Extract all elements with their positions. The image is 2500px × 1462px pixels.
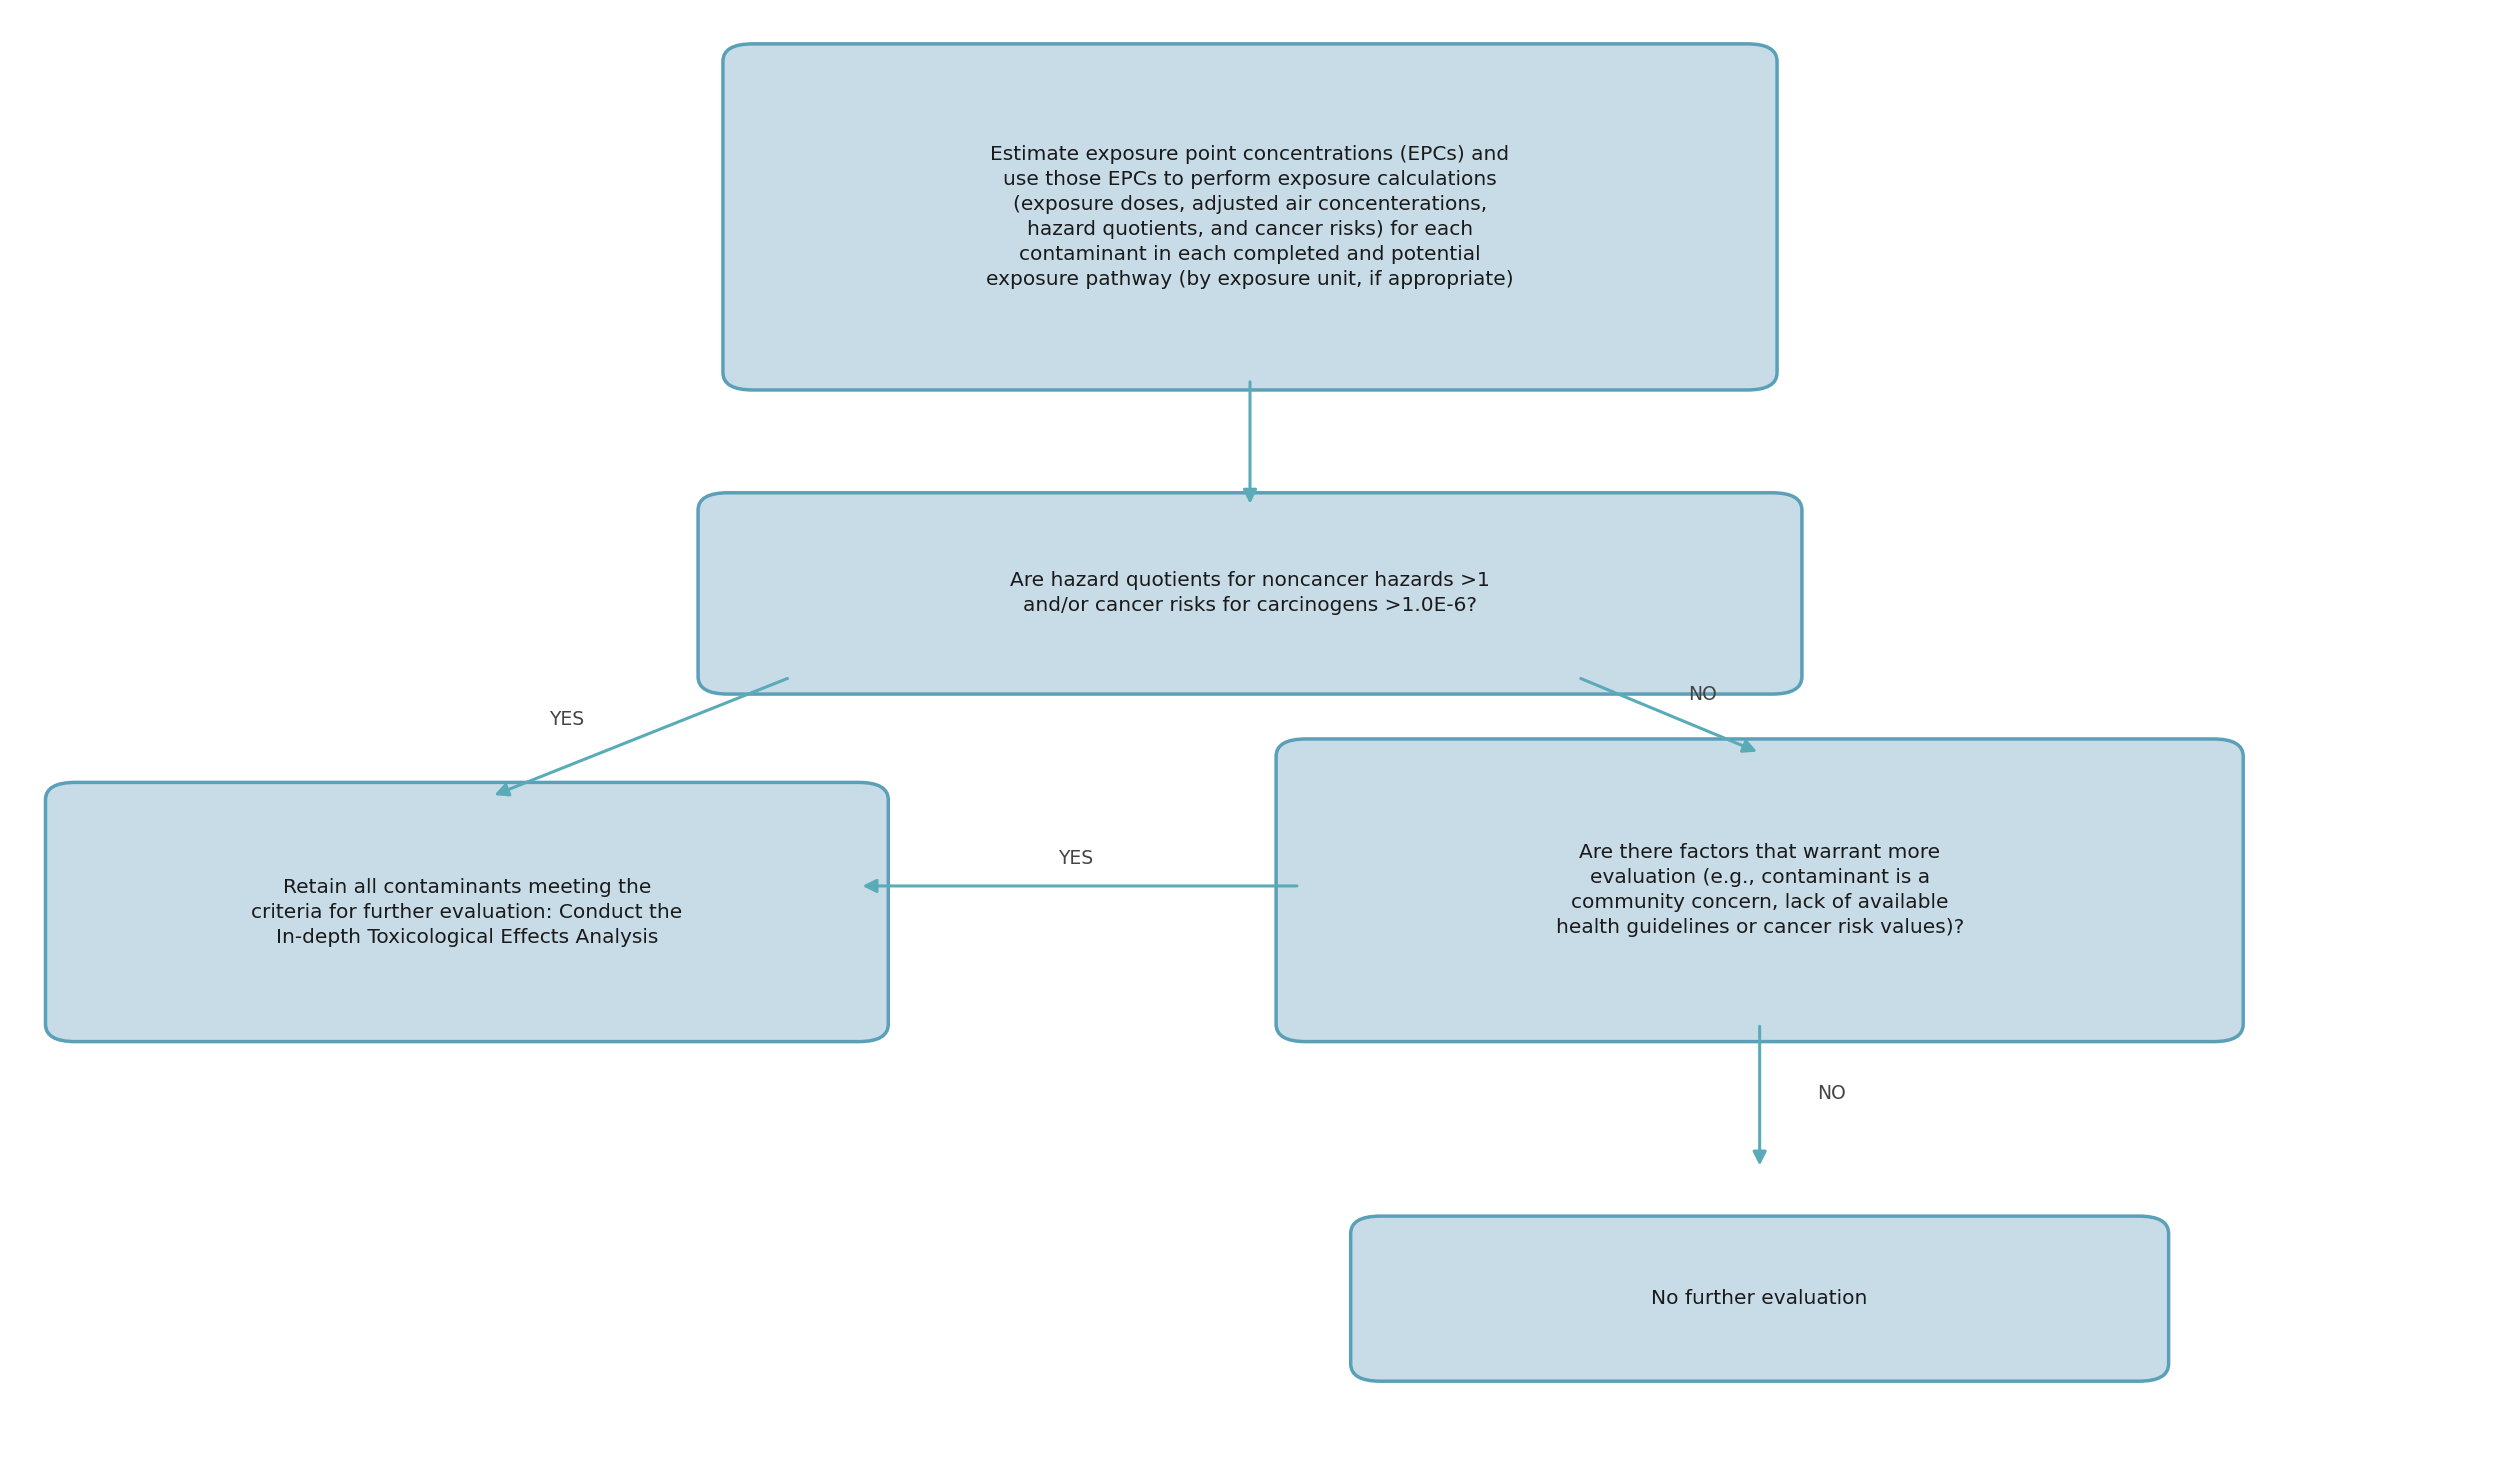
Text: YES: YES: [1058, 849, 1092, 868]
Text: No further evaluation: No further evaluation: [1652, 1289, 1868, 1308]
Text: Retain all contaminants meeting the
criteria for further evaluation: Conduct the: Retain all contaminants meeting the crit…: [253, 877, 683, 946]
FancyBboxPatch shape: [722, 44, 1778, 390]
Text: Estimate exposure point concentrations (EPCs) and
use those EPCs to perform expo: Estimate exposure point concentrations (…: [985, 145, 1515, 289]
Text: NO: NO: [1688, 686, 1718, 705]
FancyBboxPatch shape: [45, 782, 887, 1041]
FancyBboxPatch shape: [1275, 738, 2242, 1041]
Text: YES: YES: [550, 711, 585, 730]
Text: NO: NO: [1818, 1083, 1845, 1102]
FancyBboxPatch shape: [698, 493, 1802, 694]
FancyBboxPatch shape: [1350, 1216, 2168, 1382]
Text: Are there factors that warrant more
evaluation (e.g., contaminant is a
community: Are there factors that warrant more eval…: [1555, 844, 1965, 937]
Text: Are hazard quotients for noncancer hazards >1
and/or cancer risks for carcinogen: Are hazard quotients for noncancer hazar…: [1010, 572, 1490, 616]
